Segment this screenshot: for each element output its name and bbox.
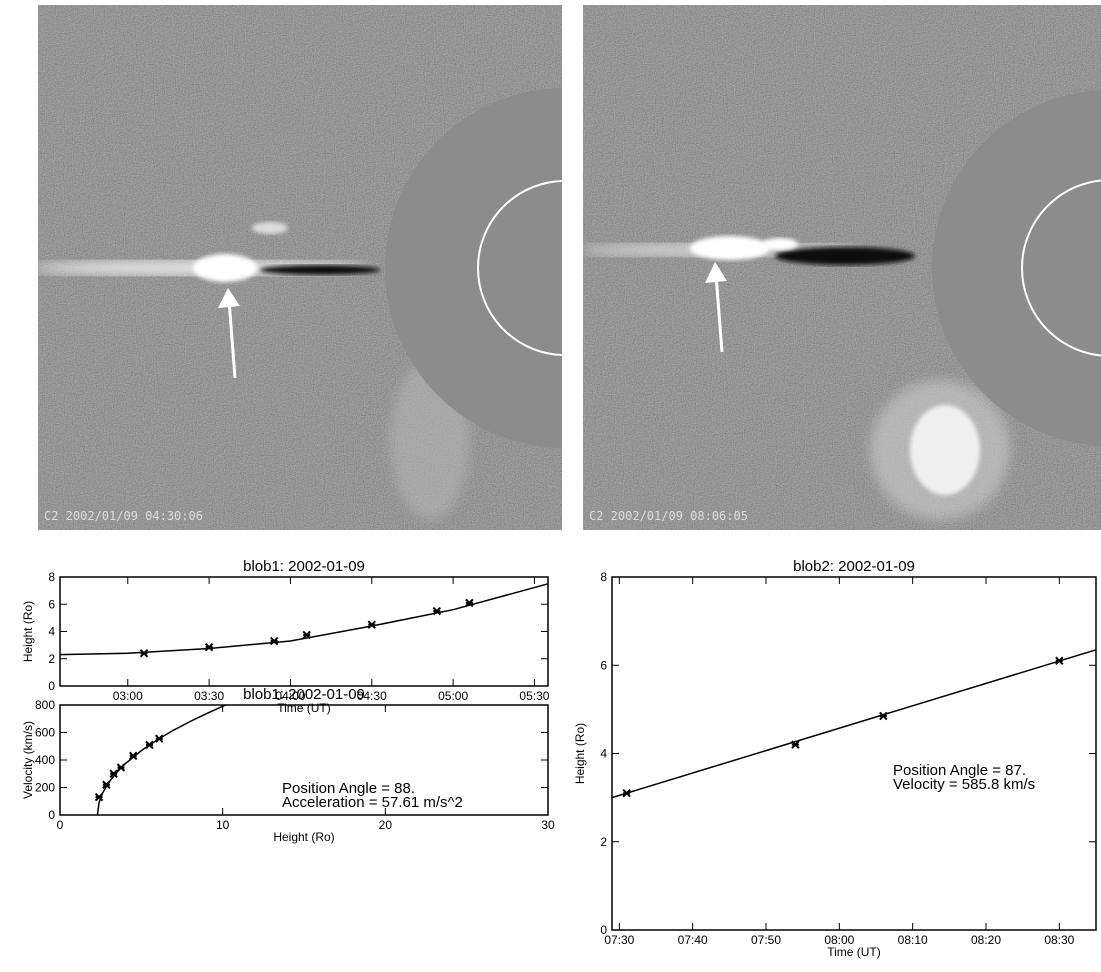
x-tick-label: 08:20	[971, 933, 1001, 947]
chart-title: blob2: 2002-01-09	[793, 558, 915, 575]
x-axis-label: Time (UT)	[827, 945, 881, 959]
y-tick-label: 800	[35, 698, 55, 712]
coronagraph-image: C2 2002/01/09 08:06:05	[580, 5, 1101, 530]
x-axis-label: Time (UT)	[277, 701, 331, 715]
x-tick-label: 07:50	[751, 933, 781, 947]
y-tick-label: 6	[600, 658, 607, 672]
x-tick-label: 20	[379, 818, 393, 832]
x-tick-label: 30	[541, 818, 555, 832]
y-axis-label: Height (Ro)	[21, 601, 35, 662]
x-tick-label: 03:00	[113, 689, 143, 703]
x-axis-label: Height (Ro)	[273, 830, 334, 844]
y-tick-label: 4	[600, 747, 607, 761]
annotation: Velocity = 585.8 km/s	[893, 776, 1035, 793]
page: {"images": [{"label": "C2 2002/01/09 04:…	[0, 0, 1101, 972]
annotation: Acceleration = 57.61 m/s^2	[282, 794, 463, 811]
data-point	[141, 650, 148, 657]
y-tick-label: 4	[48, 625, 55, 639]
x-tick-label: 08:30	[1044, 933, 1074, 947]
x-tick-label: 10	[216, 818, 230, 832]
y-tick-label: 2	[600, 835, 607, 849]
y-tick-label: 8	[48, 570, 55, 584]
fit-line	[60, 584, 548, 655]
data-point	[206, 644, 213, 651]
x-tick-label: 05:00	[438, 689, 468, 703]
y-tick-label: 2	[48, 652, 55, 666]
y-tick-label: 0	[600, 923, 607, 937]
y-axis-label: Height (Ro)	[573, 723, 587, 784]
x-tick-label: 07:40	[678, 933, 708, 947]
y-axis-label: Velocity (km/s)	[21, 721, 35, 799]
image-label: C2 2002/01/09 04:30:06	[44, 509, 203, 523]
y-tick-label: 6	[48, 597, 55, 611]
x-tick-label: 05:30	[519, 689, 549, 703]
fit-line	[97, 705, 226, 815]
x-tick-label: 08:00	[824, 933, 854, 947]
chart-title: blob1: 2002-01-09	[243, 686, 365, 703]
y-tick-label: 0	[48, 808, 55, 822]
figure: C2 2002/01/09 04:30:06 C2 2002/01/09 08:…	[0, 0, 1101, 967]
y-tick-label: 600	[35, 726, 55, 740]
plot-frame	[612, 577, 1096, 930]
chart-title: blob1: 2002-01-09	[243, 558, 365, 575]
y-tick-label: 8	[600, 570, 607, 584]
y-tick-label: 400	[35, 753, 55, 767]
x-tick-label: 07:30	[604, 933, 634, 947]
y-tick-label: 0	[48, 679, 55, 693]
x-tick-label: 03:30	[194, 689, 224, 703]
image-label: C2 2002/01/09 08:06:05	[589, 509, 748, 523]
x-tick-label: 0	[57, 818, 64, 832]
x-tick-label: 08:10	[898, 933, 928, 947]
y-tick-label: 200	[35, 781, 55, 795]
